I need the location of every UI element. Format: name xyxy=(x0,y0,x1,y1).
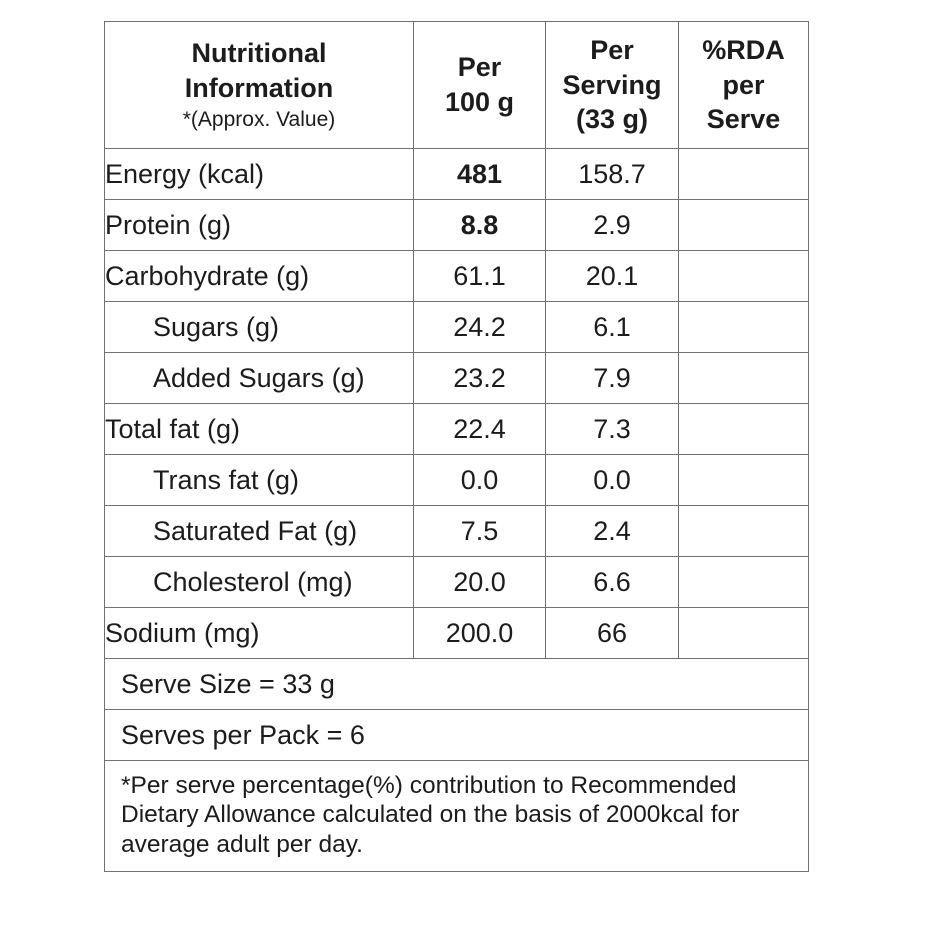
header-rda-line3: Serve xyxy=(706,104,781,135)
row-label: Sodium (mg) xyxy=(104,607,414,659)
table-row-total-fat: Total fat (g) 22.4 7.3 xyxy=(104,403,809,455)
header-row: Nutritional Information *(Approx. Value)… xyxy=(104,21,809,149)
row-per-100g-value: 7.5 xyxy=(413,505,546,557)
row-per-serving-value: 2.9 xyxy=(545,199,679,251)
serves-per-pack-row: Serves per Pack = 6 xyxy=(104,709,809,761)
row-per-serving-value: 0.0 xyxy=(545,454,679,506)
row-label: Cholesterol (mg) xyxy=(104,556,414,608)
row-per-100g-value: 200.0 xyxy=(413,607,546,659)
row-label: Trans fat (g) xyxy=(104,454,414,506)
header-per-100g: Per 100 g xyxy=(413,21,546,149)
row-rda-value xyxy=(678,301,809,353)
serves-per-pack-text: Serves per Pack = 6 xyxy=(104,709,809,761)
row-per-100g-value: 8.8 xyxy=(413,199,546,251)
row-per-100g-value: 61.1 xyxy=(413,250,546,302)
header-rda-line2: per xyxy=(722,69,765,100)
serve-size-text: Serve Size = 33 g xyxy=(104,658,809,710)
table-row-cholesterol: Cholesterol (mg) 20.0 6.6 xyxy=(104,556,809,608)
row-label: Energy (kcal) xyxy=(104,148,414,200)
footnote-row: *Per serve percentage(%) contribution to… xyxy=(104,759,809,873)
header-per-100g-line2: 100 g xyxy=(444,87,515,117)
row-rda-value xyxy=(678,607,809,659)
header-title-line2: Information xyxy=(184,72,334,103)
footnote-text: *Per serve percentage(%) contribution to… xyxy=(104,759,809,873)
header-nutritional-information: Nutritional Information *(Approx. Value) xyxy=(104,21,414,149)
row-rda-value xyxy=(678,454,809,506)
row-per-100g-value: 24.2 xyxy=(413,301,546,353)
row-rda-value xyxy=(678,199,809,251)
row-rda-value xyxy=(678,250,809,302)
serve-size-row: Serve Size = 33 g xyxy=(104,658,809,710)
header-approx-value-note: *(Approx. Value) xyxy=(182,108,336,132)
table-row-added-sugars: Added Sugars (g) 23.2 7.9 xyxy=(104,352,809,404)
row-per-serving-value: 6.6 xyxy=(545,556,679,608)
row-rda-value xyxy=(678,148,809,200)
row-label: Total fat (g) xyxy=(104,403,414,455)
row-rda-value xyxy=(678,505,809,557)
header-title-line1: Nutritional xyxy=(191,38,327,69)
row-per-serving-value: 66 xyxy=(545,607,679,659)
table-row-sodium: Sodium (mg) 200.0 66 xyxy=(104,607,809,659)
header-per-serving: Per Serving (33 g) xyxy=(545,21,679,149)
nutrition-table: Nutritional Information *(Approx. Value)… xyxy=(104,21,809,873)
header-per-100g-line1: Per xyxy=(457,52,502,83)
row-per-100g-value: 23.2 xyxy=(413,352,546,404)
table-row-energy: Energy (kcal) 481 158.7 xyxy=(104,148,809,200)
row-label: Sugars (g) xyxy=(104,301,414,353)
row-label: Added Sugars (g) xyxy=(104,352,414,404)
row-per-100g-value: 20.0 xyxy=(413,556,546,608)
row-rda-value xyxy=(678,403,809,455)
row-per-100g-value: 0.0 xyxy=(413,454,546,506)
row-per-serving-value: 6.1 xyxy=(545,301,679,353)
table-row-saturated-fat: Saturated Fat (g) 7.5 2.4 xyxy=(104,505,809,557)
table-row-sugars: Sugars (g) 24.2 6.1 xyxy=(104,301,809,353)
header-per-serving-line2: Serving xyxy=(562,69,662,100)
row-per-serving-value: 7.3 xyxy=(545,403,679,455)
row-per-100g-value: 481 xyxy=(413,148,546,200)
row-label: Saturated Fat (g) xyxy=(104,505,414,557)
row-rda-value xyxy=(678,556,809,608)
row-per-serving-value: 158.7 xyxy=(545,148,679,200)
row-per-100g-value: 22.4 xyxy=(413,403,546,455)
row-per-serving-value: 2.4 xyxy=(545,505,679,557)
table-row-trans-fat: Trans fat (g) 0.0 0.0 xyxy=(104,454,809,506)
row-per-serving-value: 7.9 xyxy=(545,352,679,404)
nutrition-table-container: Nutritional Information *(Approx. Value)… xyxy=(104,21,809,873)
header-rda-line1: %RDA xyxy=(702,35,785,66)
table-row-carbohydrate: Carbohydrate (g) 61.1 20.1 xyxy=(104,250,809,302)
header-per-serving-line3: (33 g) xyxy=(575,104,648,135)
row-label: Carbohydrate (g) xyxy=(104,250,414,302)
table-row-protein: Protein (g) 8.8 2.9 xyxy=(104,199,809,251)
header-per-serving-line1: Per xyxy=(590,35,634,66)
row-per-serving-value: 20.1 xyxy=(545,250,679,302)
header-rda-per-serve: %RDA per Serve xyxy=(678,21,809,149)
row-rda-value xyxy=(678,352,809,404)
row-label: Protein (g) xyxy=(104,199,414,251)
